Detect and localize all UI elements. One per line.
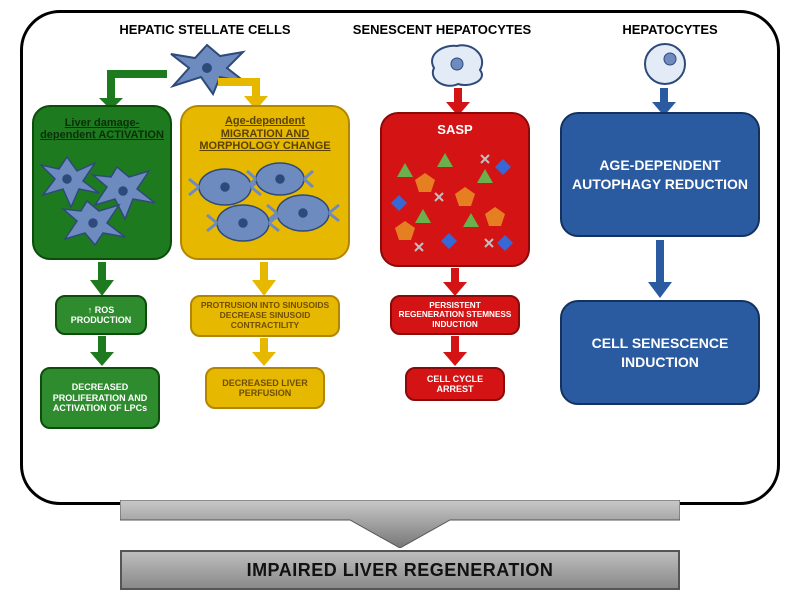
green-ros-box: ↑ ROS PRODUCTION (55, 295, 147, 335)
green-ros-label: ↑ ROS PRODUCTION (61, 305, 141, 326)
activated-stellates-icon (37, 147, 167, 247)
migrating-cells-icon (185, 157, 345, 252)
arrow-blue-1 (648, 240, 672, 298)
green-main-line2: dependent ACTIVATION (40, 129, 164, 141)
yellow-main-line3: MORPHOLOGY CHANGE (199, 140, 330, 152)
arrow-green-2 (90, 336, 114, 366)
result-label: IMPAIRED LIVER REGENERATION (247, 560, 554, 581)
green-lpc-box: DECREASED PROLIFERATION AND ACTIVATION O… (40, 367, 160, 429)
hepatocyte-icon (640, 42, 690, 92)
yellow-perfusion-box: DECREASED LIVER PERFUSION (205, 367, 325, 409)
blue-senesc-box: CELL SENESCENCE INDUCTION (560, 300, 760, 405)
yellow-main-line2: MIGRATION AND (221, 128, 310, 140)
yellow-main-box: Age-dependent MIGRATION AND MORPHOLOGY C… (180, 105, 350, 260)
yellow-sinusoid-label: PROTRUSION INTO SINUSOIDS DECREASE SINUS… (196, 301, 334, 330)
red-arrest-box: CELL CYCLE ARREST (405, 367, 505, 401)
sasp-label: SASP (437, 122, 472, 137)
green-main-line1: Liver damage- (65, 117, 140, 129)
red-persist-box: PERSISTENT REGENERATION STEMNESS INDUCTI… (390, 295, 520, 335)
blue-senesc-label: CELL SENESCENCE INDUCTION (568, 334, 752, 372)
green-lpc-label: DECREASED PROLIFERATION AND ACTIVATION O… (46, 382, 154, 413)
arrow-red-2 (443, 336, 467, 366)
header-hepatocytes: HEPATOCYTES (600, 22, 740, 37)
red-sasp-box: SASP (380, 112, 530, 267)
red-persist-label: PERSISTENT REGENERATION STEMNESS INDUCTI… (396, 301, 514, 329)
green-main-box: Liver damage- dependent ACTIVATION (32, 105, 172, 260)
blue-autophagy-label: AGE-DEPENDENT AUTOPHAGY REDUCTION (568, 156, 752, 194)
arrow-green-1 (90, 262, 114, 296)
header-senescent: SENESCENT HEPATOCYTES (342, 22, 542, 37)
yellow-main-line1: Age-dependent (225, 115, 305, 127)
blue-autophagy-box: AGE-DEPENDENT AUTOPHAGY REDUCTION (560, 112, 760, 237)
header-hsc: HEPATIC STELLATE CELLS (95, 22, 315, 37)
red-arrest-label: CELL CYCLE ARREST (411, 374, 499, 395)
result-box: IMPAIRED LIVER REGENERATION (120, 550, 680, 590)
yellow-perfusion-label: DECREASED LIVER PERFUSION (211, 378, 319, 399)
arrow-yellow-2 (252, 338, 276, 366)
sasp-particles-icon (385, 143, 525, 259)
senescent-hepatocyte-icon (422, 42, 492, 90)
arrow-red-1 (443, 268, 467, 296)
yellow-sinusoid-box: PROTRUSION INTO SINUSOIDS DECREASE SINUS… (190, 295, 340, 337)
big-arrow-down (120, 500, 680, 548)
arrow-yellow-1 (252, 262, 276, 296)
